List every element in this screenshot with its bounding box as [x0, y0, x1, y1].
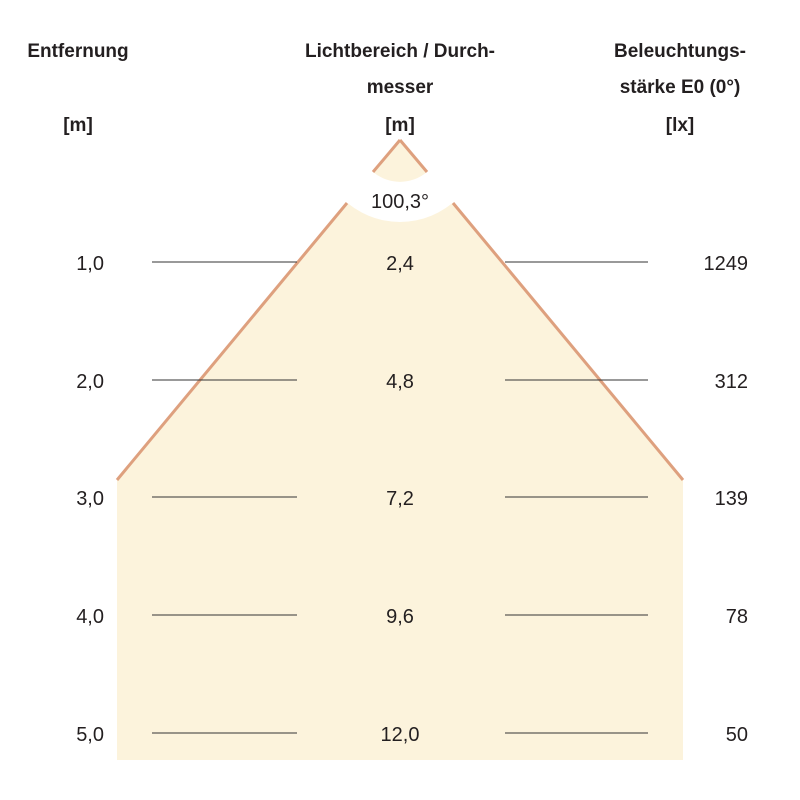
- diameter-unit: [m]: [385, 115, 415, 136]
- diameter-value: 9,6: [386, 606, 414, 628]
- diameter-value: 12,0: [381, 724, 420, 746]
- distance-value: 4,0: [76, 606, 104, 628]
- distance-value: 3,0: [76, 488, 104, 510]
- table-row: 4,0 9,6 78: [76, 606, 748, 628]
- lux-value: 78: [726, 606, 748, 628]
- illuminance-unit: [lx]: [666, 115, 695, 136]
- table-row: 2,0 4,8 312: [76, 371, 748, 393]
- light-cone: [117, 140, 683, 760]
- distance-header: Entfernung: [27, 41, 128, 62]
- diameter-header-line1: Lichtbereich / Durch-: [305, 41, 495, 62]
- illuminance-header-line1: Beleuchtungs-: [614, 41, 746, 62]
- lux-value: 50: [726, 724, 748, 746]
- table-row: 3,0 7,2 139: [76, 488, 748, 510]
- beam-angle: 100,3°: [371, 191, 429, 213]
- table-row: 5,0 12,0 50: [76, 724, 748, 746]
- lux-value: 139: [715, 488, 748, 510]
- diameter-header-line2: messer: [367, 77, 434, 98]
- table-row: 1,0 2,4 1249: [76, 253, 748, 275]
- diameter-value: 7,2: [386, 488, 414, 510]
- lux-value: 312: [715, 371, 748, 393]
- diameter-value: 2,4: [386, 253, 414, 275]
- illuminance-header-line2: stärke E0 (0°): [620, 77, 741, 98]
- distance-value: 1,0: [76, 253, 104, 275]
- distance-unit: [m]: [63, 115, 93, 136]
- cone-apex: [373, 140, 427, 182]
- cone-edges: [115, 139, 685, 481]
- distance-value: 5,0: [76, 724, 104, 746]
- diameter-value: 4,8: [386, 371, 414, 393]
- distance-value: 2,0: [76, 371, 104, 393]
- lux-value: 1249: [704, 253, 749, 275]
